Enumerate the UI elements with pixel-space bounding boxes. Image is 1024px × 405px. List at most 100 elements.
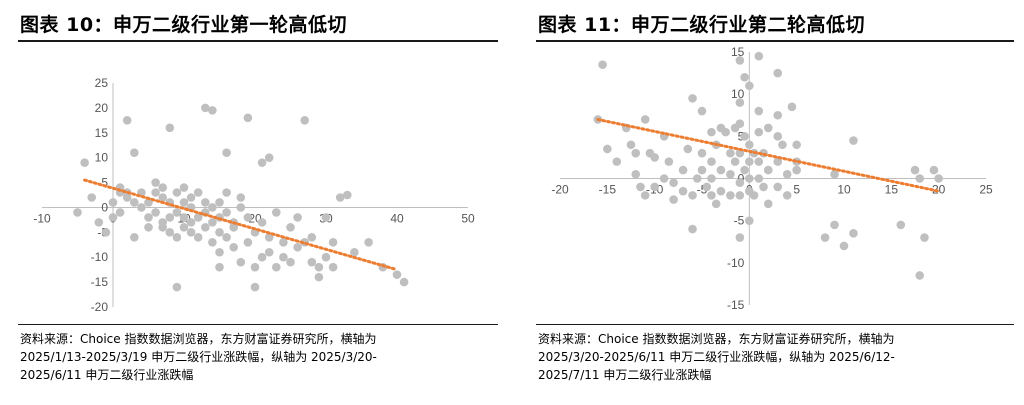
scatter-point bbox=[208, 237, 217, 247]
scatter-point bbox=[612, 157, 622, 166]
scatter-point bbox=[236, 203, 246, 212]
scatter-point bbox=[144, 198, 153, 207]
source-line: 资料来源：Choice 指数数据浏览器，东方财富证券研究所，横轴为 bbox=[20, 332, 377, 346]
y-tick-label: -10 bbox=[727, 256, 745, 270]
scatter-point bbox=[763, 199, 773, 209]
source-line: 2025/6/11 申万二级行业涨跌幅 bbox=[20, 368, 194, 382]
scatter-point bbox=[735, 98, 745, 107]
scatter-point bbox=[172, 208, 182, 217]
scatter-point bbox=[222, 188, 231, 197]
scatter-point bbox=[754, 106, 764, 116]
scatter-point bbox=[631, 169, 641, 179]
scatter-point bbox=[179, 183, 189, 192]
scatter-point bbox=[773, 157, 783, 166]
scatter-point bbox=[716, 165, 726, 175]
scatter-point bbox=[754, 157, 764, 166]
scatter-point bbox=[94, 218, 104, 227]
scatter-point bbox=[773, 132, 783, 141]
source-line: 2025/7/11 申万二级行业涨跌幅 bbox=[538, 368, 712, 382]
y-tick-label: 5 bbox=[101, 176, 108, 190]
source-line: 资料来源：Choice 指数数据浏览器，东方财富证券研究所，横轴为 bbox=[538, 332, 895, 346]
scatter-point bbox=[830, 169, 839, 179]
scatter-point bbox=[165, 228, 175, 237]
scatter-point bbox=[115, 208, 125, 217]
scatter-point bbox=[721, 127, 730, 137]
scatter-point bbox=[215, 247, 224, 257]
y-tick-label: -5 bbox=[734, 214, 745, 228]
scatter-point bbox=[730, 157, 740, 166]
scatter-point bbox=[257, 218, 267, 227]
scatter-point bbox=[179, 213, 189, 222]
scatter-point bbox=[158, 183, 167, 192]
y-tick-label: 20 bbox=[95, 101, 109, 115]
scatter-point bbox=[335, 193, 345, 202]
chart-title-1: 图表 10：申万二级行业第一轮高低切 bbox=[20, 14, 348, 36]
scatter-point bbox=[792, 140, 801, 150]
scatter-point bbox=[165, 213, 175, 222]
scatter-point bbox=[151, 178, 160, 187]
scatter-point bbox=[243, 213, 253, 222]
scatter-point bbox=[773, 68, 783, 78]
scatter-point bbox=[208, 106, 217, 115]
scatter-point bbox=[193, 233, 203, 242]
scatter-point bbox=[920, 233, 929, 242]
x-tick-label: 15 bbox=[885, 183, 899, 197]
scatter-point bbox=[650, 182, 659, 192]
scatter-point bbox=[754, 127, 764, 137]
scatter-point bbox=[215, 262, 224, 272]
scatter-point bbox=[692, 174, 702, 183]
scatter-point bbox=[307, 233, 317, 242]
scatter-point bbox=[264, 153, 274, 162]
scatter-point bbox=[144, 223, 153, 232]
x-tick-label: 25 bbox=[979, 183, 993, 197]
scatter-point bbox=[87, 193, 96, 202]
scatter-point bbox=[740, 165, 749, 175]
scatter-point bbox=[915, 271, 925, 280]
scatter-point bbox=[735, 233, 745, 242]
scatter-point bbox=[364, 237, 373, 247]
scatter-point bbox=[678, 186, 688, 196]
scatter-point bbox=[172, 282, 182, 292]
chart-panel-1: 图表 10：申万二级行业第一轮高低切 -1001020304050-20-15-… bbox=[0, 0, 500, 405]
scatter-point bbox=[631, 148, 641, 158]
scatter-point bbox=[122, 116, 132, 125]
scatter-point bbox=[849, 136, 858, 145]
scatter-point bbox=[773, 110, 783, 120]
scatter-point bbox=[101, 228, 111, 237]
scatter-point bbox=[122, 193, 132, 202]
scatter-point bbox=[193, 213, 203, 222]
scatter-point bbox=[264, 233, 274, 242]
scatter-point bbox=[215, 228, 224, 237]
scatter-point bbox=[745, 157, 754, 166]
scatter-point bbox=[229, 242, 238, 252]
scatter-point bbox=[839, 241, 849, 251]
scatter-point bbox=[286, 257, 295, 267]
source-rule-1 bbox=[18, 324, 498, 325]
scatter-point bbox=[934, 174, 943, 183]
title-rule-1 bbox=[18, 40, 498, 42]
scatter-point bbox=[735, 191, 745, 200]
scatter-point bbox=[749, 191, 759, 200]
y-tick-label: 10 bbox=[95, 151, 109, 165]
source-rule-2 bbox=[536, 324, 1014, 325]
scatter-point bbox=[222, 208, 231, 217]
scatter-point bbox=[130, 233, 139, 242]
scatter-point bbox=[659, 174, 669, 183]
scatter-point bbox=[193, 188, 203, 197]
x-tick-label: -15 bbox=[599, 183, 617, 197]
scatter-point bbox=[830, 220, 839, 230]
scatter-point bbox=[108, 198, 118, 207]
scatter-point bbox=[640, 191, 650, 200]
scatter-point bbox=[664, 157, 674, 166]
source-line: 2025/1/13-2025/3/19 申万二级行业涨跌幅，纵轴为 2025/3… bbox=[20, 350, 377, 364]
scatter-point bbox=[763, 123, 773, 133]
trend-line bbox=[83, 178, 399, 272]
scatter-point bbox=[716, 186, 726, 196]
trend-line bbox=[596, 117, 941, 193]
y-tick-label: 15 bbox=[95, 126, 109, 140]
scatter-point bbox=[726, 191, 735, 200]
x-tick-label: 40 bbox=[390, 211, 404, 225]
scatter-point bbox=[392, 270, 402, 279]
scatter-point bbox=[896, 220, 906, 230]
scatter-point bbox=[229, 223, 238, 232]
